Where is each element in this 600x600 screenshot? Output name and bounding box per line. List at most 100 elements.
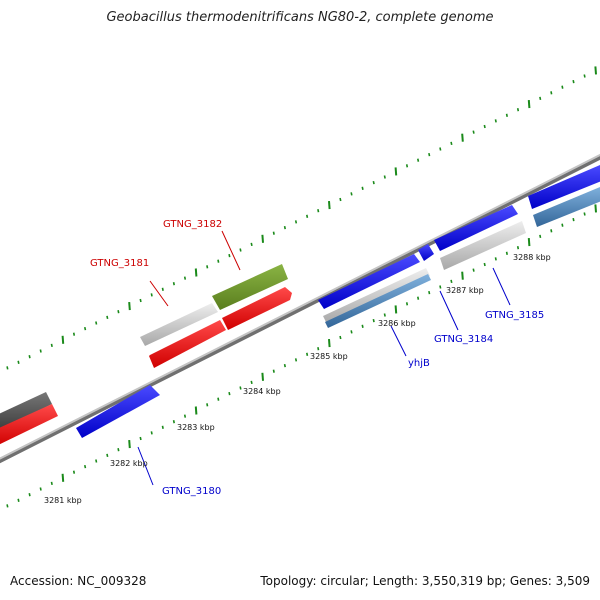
gene-yhjB-steel-bar[interactable] xyxy=(325,274,431,328)
tick-mark xyxy=(361,186,364,190)
tick-mark xyxy=(428,152,431,157)
kbp-label: 3282 kbp xyxy=(110,459,148,468)
gene-label-yhjB[interactable]: yhjB xyxy=(408,358,430,369)
tick-mark xyxy=(206,403,209,407)
lower-tick-track xyxy=(6,204,597,508)
tick-mark xyxy=(117,448,120,452)
gene-label-GTNG_3182[interactable]: GTNG_3182 xyxy=(163,219,222,230)
tick-mark xyxy=(294,358,298,362)
tick-mark xyxy=(539,96,542,101)
kbp-label: 3287 kbp xyxy=(446,286,484,295)
tick-mark xyxy=(483,124,486,129)
tick-mark xyxy=(394,167,398,176)
tick-mark xyxy=(283,363,286,368)
tick-mark xyxy=(39,349,42,353)
gene-label-GTNG_3185[interactable]: GTNG_3185 xyxy=(485,310,544,321)
tick-mark xyxy=(6,366,9,370)
tick-mark xyxy=(428,290,431,295)
tick-mark xyxy=(172,420,175,424)
tick-mark xyxy=(272,369,275,373)
gene-GTNG_3180-arrow[interactable] xyxy=(76,385,160,438)
tick-mark xyxy=(95,321,98,325)
tick-mark xyxy=(72,470,76,474)
gene-label-GTNG_3181[interactable]: GTNG_3181 xyxy=(90,258,149,269)
tick-mark xyxy=(272,231,275,235)
tick-mark xyxy=(161,425,164,429)
tick-mark xyxy=(361,324,364,328)
genome-backbone xyxy=(0,153,600,464)
tick-mark xyxy=(28,355,31,359)
tick-mark xyxy=(72,332,76,336)
tick-mark xyxy=(505,251,508,255)
tick-mark xyxy=(228,253,231,258)
red-feature-left[interactable] xyxy=(0,404,58,446)
tick-mark xyxy=(550,91,553,95)
gene-label-GTNG_3180[interactable]: GTNG_3180 xyxy=(162,486,221,497)
tick-mark xyxy=(328,201,331,210)
tick-mark xyxy=(250,380,253,385)
tick-mark xyxy=(561,85,564,89)
tick-mark xyxy=(328,339,331,348)
gene-GTNG_3185-light-bar[interactable] xyxy=(440,221,526,270)
tick-mark xyxy=(6,504,9,508)
gene-yhjB-light-bar[interactable] xyxy=(323,268,430,324)
tick-mark xyxy=(350,192,353,196)
blue-feature-right[interactable] xyxy=(528,165,600,209)
tick-mark xyxy=(372,318,375,323)
tick-mark xyxy=(383,313,386,317)
tick-mark xyxy=(239,248,242,252)
tick-mark xyxy=(106,315,109,320)
tick-mark xyxy=(472,268,475,272)
kbp-label: 3283 kbp xyxy=(177,423,215,432)
tick-mark xyxy=(572,79,575,84)
tick-mark xyxy=(206,265,209,269)
tick-mark xyxy=(494,257,497,261)
gene-GTNG_3184-arrow[interactable] xyxy=(434,205,518,251)
tick-mark xyxy=(450,279,453,284)
tick-mark xyxy=(150,293,153,297)
tick-mark xyxy=(128,440,131,449)
tick-mark xyxy=(84,464,87,469)
gene-label-GTNG_3184[interactable]: GTNG_3184 xyxy=(434,334,493,345)
tick-mark xyxy=(228,391,231,396)
tick-mark xyxy=(217,259,220,263)
tick-mark xyxy=(450,141,453,146)
gene-GTNG_3181-light-bar[interactable] xyxy=(140,303,218,346)
tick-mark xyxy=(439,147,442,151)
gene-GTNG_3182-olive-bar[interactable] xyxy=(212,264,288,310)
genome-title: Geobacillus thermodenitrificans NG80-2, … xyxy=(106,10,494,25)
tick-mark xyxy=(61,335,65,344)
tick-mark xyxy=(483,262,486,267)
tick-mark xyxy=(139,436,142,441)
small-blue-feature[interactable] xyxy=(418,244,434,261)
kbp-label: 3285 kbp xyxy=(310,352,348,361)
tick-mark xyxy=(84,326,87,331)
tick-mark xyxy=(561,223,564,227)
tick-mark xyxy=(283,225,286,230)
accession-label: Accession: NC_009328 xyxy=(10,574,147,588)
tick-mark xyxy=(494,119,497,123)
gene-yhjB-arrow[interactable] xyxy=(318,254,420,309)
feature-track xyxy=(0,165,600,446)
tick-mark xyxy=(439,285,442,289)
tick-mark xyxy=(50,481,53,486)
tick-mark xyxy=(17,360,20,364)
gene-callout-lines xyxy=(137,230,511,486)
tick-mark xyxy=(194,406,198,415)
tick-mark xyxy=(594,66,597,75)
tick-mark xyxy=(183,414,187,418)
tick-mark xyxy=(317,209,320,213)
tick-mark xyxy=(583,212,586,216)
tick-mark xyxy=(350,330,353,334)
gene-GTNG_3181-arrow[interactable] xyxy=(149,320,226,368)
tick-mark xyxy=(461,271,464,280)
gray-feature-left[interactable] xyxy=(0,392,52,432)
kbp-scale-labels: 3281 kbp 3282 kbp 3283 kbp 3284 kbp 3285… xyxy=(44,253,551,505)
tick-mark xyxy=(505,113,508,117)
gene-GTNG_3182-arrow[interactable] xyxy=(222,287,292,330)
kbp-label: 3281 kbp xyxy=(44,496,82,505)
tick-mark xyxy=(17,498,20,502)
tick-mark xyxy=(317,347,320,351)
steel-feature-right[interactable] xyxy=(533,187,600,227)
